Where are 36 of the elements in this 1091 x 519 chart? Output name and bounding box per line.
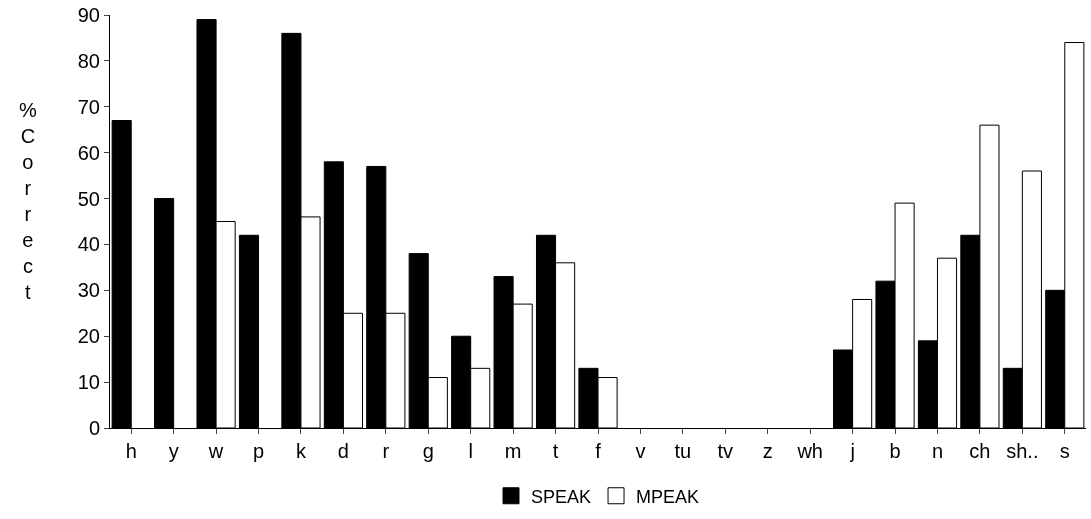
x-tick-label: r bbox=[382, 440, 390, 462]
y-tick-label: 80 bbox=[77, 49, 100, 72]
y-tick-label: 60 bbox=[77, 141, 100, 164]
x-tick-label: tv bbox=[717, 440, 734, 462]
legend-label: SPEAK bbox=[531, 486, 592, 507]
y-tick-label: 50 bbox=[77, 187, 100, 210]
y-tick-label: 30 bbox=[77, 279, 100, 302]
x-tick-label: h bbox=[125, 440, 137, 462]
x-tick-label: t bbox=[552, 440, 559, 462]
x-tick-label: g bbox=[422, 440, 434, 462]
y-tick-label: 70 bbox=[77, 95, 100, 118]
x-tick-label: n bbox=[931, 440, 944, 462]
x-tick-label: m bbox=[504, 440, 522, 462]
x-tick-label: l bbox=[468, 440, 473, 462]
x-tick-label: b bbox=[889, 440, 901, 462]
legend-label: MPEAK bbox=[636, 486, 700, 507]
y-tick-label: 40 bbox=[77, 233, 100, 256]
y-tick-label: 0 bbox=[88, 417, 100, 439]
x-tick-label: ch bbox=[969, 440, 991, 462]
x-tick-label: f bbox=[595, 440, 602, 462]
x-tick-label: w bbox=[207, 440, 224, 462]
y-tick-label: 90 bbox=[77, 4, 100, 26]
x-tick-label: j bbox=[849, 440, 855, 462]
y-tick-label: 10 bbox=[77, 371, 100, 394]
x-tick-label: v bbox=[635, 440, 646, 462]
x-tick-label: tu bbox=[674, 440, 692, 462]
x-tick-label: z bbox=[762, 440, 773, 462]
x-tick-label: y bbox=[168, 440, 179, 462]
y-tick-label: 20 bbox=[77, 325, 100, 348]
x-tick-label: d bbox=[337, 440, 349, 462]
x-tick-label: sh.. bbox=[1006, 440, 1039, 462]
x-tick-label: k bbox=[295, 440, 307, 462]
x-tick-label: wh bbox=[796, 440, 823, 462]
y-axis-title: % C o r r e c t bbox=[19, 99, 37, 303]
x-tick-label: s bbox=[1059, 440, 1070, 462]
x-tick-label: p bbox=[252, 440, 265, 462]
